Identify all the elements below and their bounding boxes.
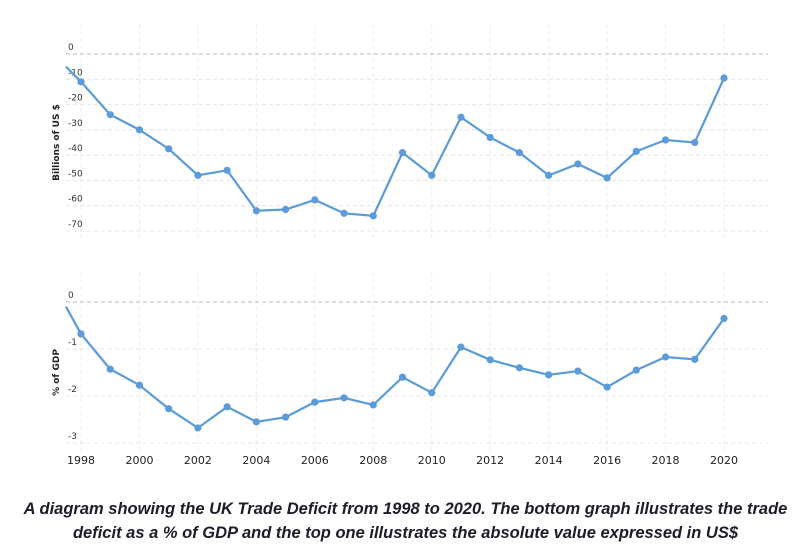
- data-point: [486, 133, 494, 142]
- x-tick-label: 2008: [359, 454, 387, 467]
- y-tick-label: 0: [68, 43, 74, 53]
- y-tick-label: -50: [68, 169, 83, 179]
- data-point: [369, 401, 377, 409]
- data-point: [340, 394, 348, 402]
- data-point: [486, 356, 494, 364]
- data-point: [223, 166, 231, 174]
- y-tick-label: -2: [68, 385, 77, 395]
- data-point: [106, 365, 114, 373]
- data-point: [77, 78, 85, 86]
- series-line: [65, 65, 726, 217]
- data-point: [223, 403, 231, 411]
- data-point: [661, 353, 670, 361]
- y-tick-label: -10: [68, 68, 83, 78]
- data-point: [691, 355, 699, 363]
- data-point: [135, 381, 144, 389]
- y-tick-label: 0: [68, 291, 74, 301]
- data-point: [281, 413, 290, 421]
- y-tick-label: -3: [68, 432, 77, 442]
- x-tick-label: 2002: [184, 454, 212, 467]
- x-tick-label: 2014: [535, 454, 563, 467]
- x-tick-label: 2020: [710, 454, 738, 467]
- data-point: [311, 398, 319, 406]
- data-point: [574, 367, 582, 375]
- series-line: [65, 306, 725, 430]
- data-point: [135, 126, 144, 134]
- data-point: [515, 149, 524, 157]
- data-point: [252, 418, 260, 426]
- data-point: [428, 171, 436, 179]
- y-tick-label: -60: [68, 195, 83, 205]
- x-tick-label: 2006: [301, 454, 329, 467]
- data-point: [691, 138, 699, 147]
- data-point: [165, 405, 173, 413]
- data-point: [661, 136, 670, 144]
- data-point: [194, 171, 202, 179]
- y-tick-label: -1: [68, 338, 77, 348]
- x-tick-label: 2000: [125, 454, 153, 467]
- data-point: [369, 212, 377, 220]
- y-tick-label: -30: [68, 119, 83, 129]
- x-tick-label: 2010: [418, 454, 446, 467]
- data-point: [574, 160, 582, 168]
- caption: A diagram showing the UK Trade Deficit f…: [23, 500, 788, 542]
- data-point: [252, 207, 260, 215]
- data-point: [194, 424, 202, 432]
- data-point: [545, 171, 553, 179]
- data-point: [632, 366, 640, 374]
- data-point: [398, 149, 407, 157]
- data-point: [398, 373, 407, 381]
- data-point: [165, 145, 173, 153]
- data-point: [603, 383, 611, 391]
- chart-panel-1: 0 -1 -2 -3 % of GDP 1998 2000 2002 2004 2006 2008 2…: [52, 272, 768, 467]
- data-point: [515, 364, 524, 372]
- y-tick-label: -20: [68, 94, 83, 104]
- y-tick-label: -70: [68, 220, 83, 230]
- data-point: [428, 389, 436, 397]
- data-point: [632, 147, 640, 155]
- data-point: [720, 314, 728, 323]
- data-point: [545, 371, 553, 379]
- chart-panel-0: 0 -10 -20 -30 -40 -50 -60 -70 Billions of US $: [52, 24, 768, 239]
- data-point: [77, 330, 85, 338]
- data-point: [603, 174, 611, 182]
- x-tick-label: 1998: [67, 454, 95, 467]
- data-point: [457, 113, 465, 121]
- x-tick-label: 2004: [242, 454, 270, 467]
- y-tick-label: -40: [68, 144, 83, 154]
- data-point: [340, 209, 348, 217]
- data-point: [281, 205, 290, 214]
- x-tick-label: 2016: [593, 454, 621, 467]
- data-point: [457, 343, 465, 351]
- data-point: [720, 74, 728, 82]
- y-axis-label: % of GDP: [52, 349, 62, 396]
- data-point: [311, 196, 319, 204]
- trade-deficit-charts: 0 -10 -20 -30 -40 -50 -60 -70 Billions of US $ 0 -…: [52, 24, 768, 467]
- x-tick-label: 2012: [476, 454, 504, 467]
- y-axis-label: Billions of US $: [52, 104, 62, 181]
- data-point: [106, 111, 114, 119]
- x-tick-label: 2018: [652, 454, 680, 467]
